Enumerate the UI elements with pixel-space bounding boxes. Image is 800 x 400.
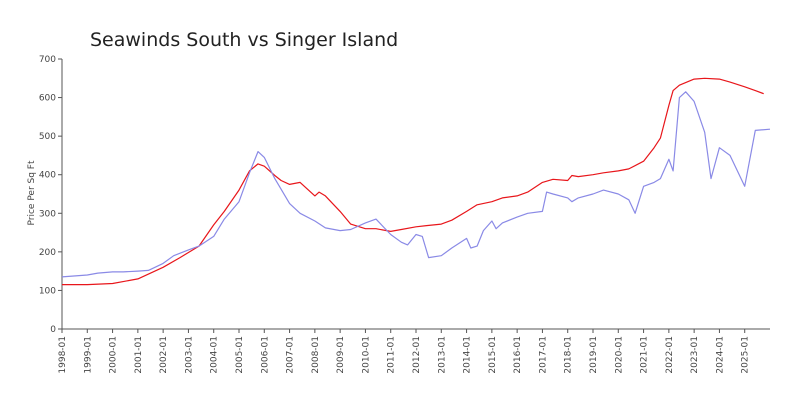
- x-tick-label: 2008-01: [311, 336, 321, 374]
- x-tick-label: 1998-01: [58, 336, 68, 374]
- y-tick-label: 400: [39, 171, 56, 181]
- series-line-2: [61, 91, 771, 278]
- chart-title: Seawinds South vs Singer Island: [90, 28, 399, 51]
- x-tick-label: 2000-01: [109, 336, 119, 374]
- y-axis: 0 100 200 300 400 500 600 700: [39, 55, 63, 335]
- x-tick-label: 2019-01: [589, 336, 599, 374]
- x-tick-label: 2013-01: [437, 336, 447, 374]
- x-tick-label: 2011-01: [387, 336, 397, 374]
- x-tick-label: 2005-01: [235, 336, 245, 374]
- x-tick-label: 2023-01: [690, 336, 700, 374]
- x-tick-label: 2010-01: [361, 336, 371, 374]
- y-tick-label: 300: [39, 209, 56, 219]
- x-axis: 1998-01 1999-01 2000-01 2001-01 2002-01 2003-…: [58, 328, 770, 374]
- y-tick-label: 600: [39, 94, 56, 104]
- x-tick-label: 2001-01: [134, 336, 144, 374]
- x-tick-label: 2020-01: [614, 336, 624, 374]
- x-tick-label: 2024-01: [715, 336, 725, 374]
- x-tick-label: 2012-01: [412, 336, 422, 374]
- x-tick-label: 2009-01: [336, 336, 346, 374]
- y-tick-label: 200: [39, 248, 56, 258]
- x-tick-label: 1999-01: [83, 336, 93, 374]
- x-tick-label: 2004-01: [210, 336, 220, 374]
- x-tick-label: 2022-01: [665, 336, 675, 374]
- x-tick-label: 2015-01: [488, 336, 498, 374]
- series-lines: [61, 77, 771, 286]
- series-line-1: [62, 77, 764, 286]
- y-tick-label: 0: [50, 325, 56, 335]
- x-tick-label: 2021-01: [640, 336, 650, 374]
- x-tick-label: 2018-01: [564, 336, 574, 374]
- x-tick-label: 2016-01: [513, 336, 523, 374]
- x-tick-label: 2025-01: [741, 336, 751, 374]
- x-tick-label: 2003-01: [184, 336, 194, 374]
- y-tick-label: 700: [39, 55, 56, 65]
- y-tick-label: 500: [39, 132, 56, 142]
- y-axis-label: Price Per Sq Ft: [27, 160, 37, 225]
- x-tick-label: 2006-01: [260, 336, 270, 374]
- y-tick-label: 100: [39, 286, 56, 296]
- x-tick-label: 2002-01: [159, 336, 169, 374]
- x-tick-label: 2017-01: [538, 336, 548, 374]
- x-tick-label: 2007-01: [286, 336, 296, 374]
- x-tick-label: 2014-01: [463, 336, 473, 374]
